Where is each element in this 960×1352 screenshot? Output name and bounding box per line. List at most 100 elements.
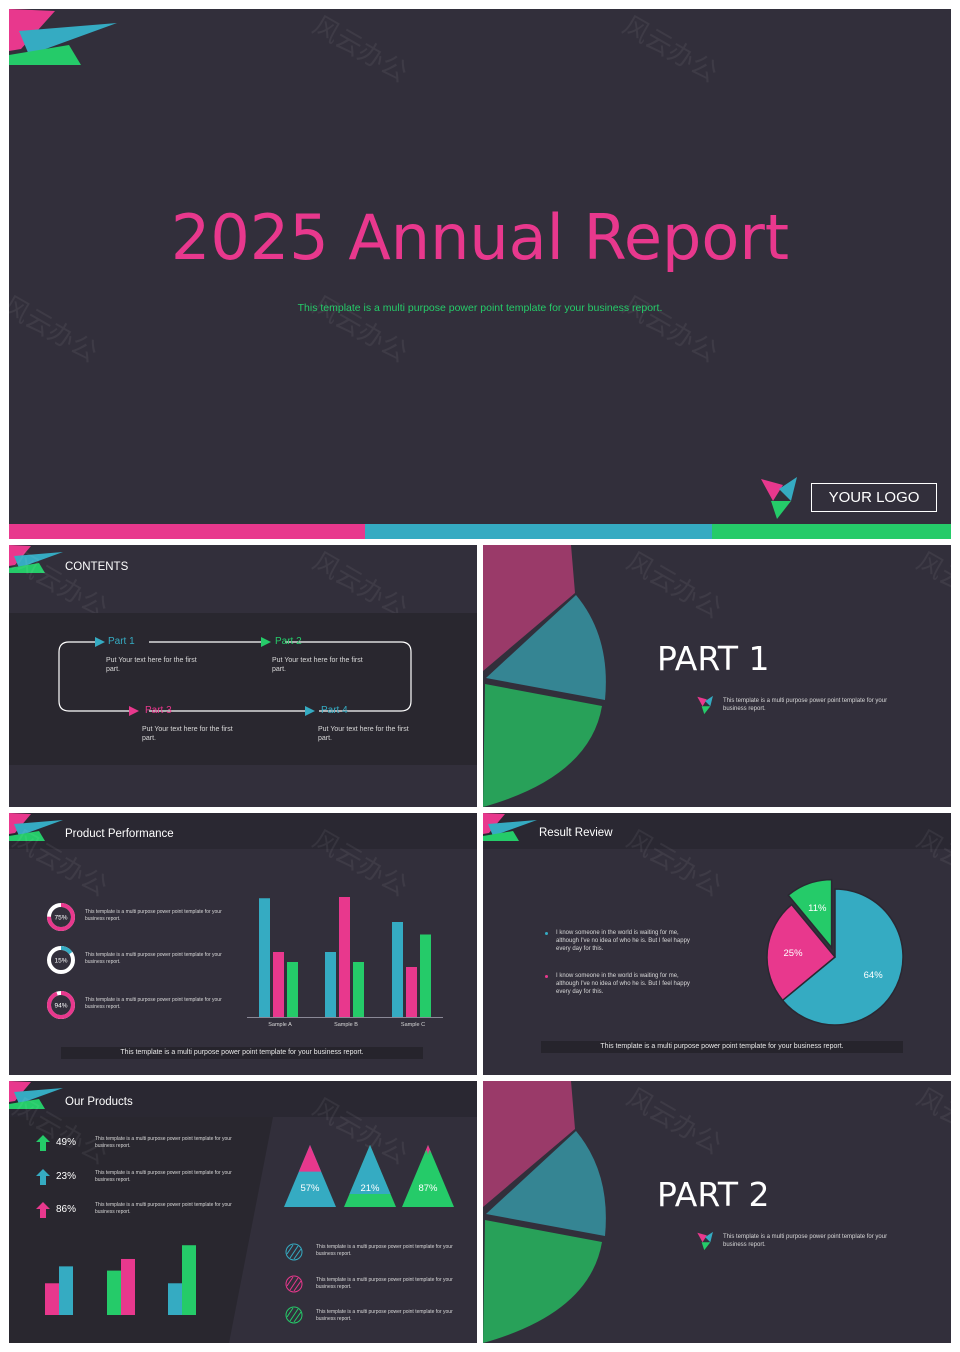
- progress-ring: 94%: [47, 991, 75, 1019]
- header-bar: [483, 813, 951, 849]
- header-bar: [9, 813, 477, 849]
- arrow-up-icon: [36, 1135, 50, 1151]
- part-title: PART 1: [657, 639, 770, 678]
- bar: [107, 1270, 121, 1315]
- flow-loop: [58, 637, 412, 716]
- part-1-label[interactable]: Part 1: [108, 636, 135, 647]
- stripe-teal: [365, 524, 712, 539]
- bar: [406, 967, 417, 1017]
- slide-title: Result Review: [539, 827, 613, 839]
- striped-circle-icon: [285, 1306, 303, 1324]
- slide-title: CONTENTS: [65, 561, 129, 573]
- corner-ribbon-logo: [9, 813, 63, 841]
- watermark: 风云办公: [307, 10, 413, 89]
- bar: [45, 1283, 59, 1315]
- bar-chart: Sample A Sample B Sample C: [247, 897, 443, 1028]
- part-4-label[interactable]: Part 4: [321, 705, 348, 716]
- logo-mark-icon: [697, 695, 713, 715]
- x-tick-label: Sample B: [334, 1022, 358, 1028]
- pie-slice: [766, 903, 837, 1002]
- triangle-value: 21%: [360, 1183, 380, 1194]
- bar: [59, 1266, 73, 1315]
- slide-title: Product Performance: [65, 828, 174, 840]
- contents-slide: 风云办公 风云办公 CONTENTS Part 1 Put Your text …: [9, 545, 477, 807]
- bar: [287, 962, 298, 1017]
- stat-value: 23%: [56, 1171, 77, 1182]
- stat-text: This template is a multi purpose power p…: [95, 1170, 232, 1183]
- stat-text: This template is a multi purpose power p…: [95, 1202, 232, 1215]
- header-bar: [9, 1081, 477, 1117]
- bullet-text: I know someone in the world is waiting f…: [556, 930, 690, 952]
- footer-note: This template is a multi purpose power p…: [61, 1047, 423, 1059]
- legend-text: This template is a multi purpose power p…: [316, 1244, 453, 1257]
- cover-slide: 风云办公 风云办公 风云办公 风云办公 风云办公 2025 Annual Rep…: [9, 9, 951, 539]
- triangle-indicator: 87%: [402, 1145, 454, 1207]
- part-title: PART 2: [657, 1175, 770, 1214]
- bar: [121, 1258, 135, 1315]
- corner-ribbon-logo: [9, 545, 63, 573]
- watermark: 风云办公: [911, 1082, 951, 1161]
- watermark: 风云办公: [621, 546, 727, 625]
- triangle-top: [349, 1145, 391, 1194]
- bar: [168, 1283, 182, 1315]
- pie-label: 11%: [808, 903, 827, 914]
- triangle-value: 57%: [300, 1183, 320, 1194]
- progress-ring: 75%: [47, 903, 75, 931]
- logo-placeholder[interactable]: YOUR LOGO: [811, 483, 937, 512]
- part-description: This template is a multi purpose power p…: [723, 698, 888, 712]
- bar: [392, 922, 403, 1017]
- ring-value: 75%: [54, 915, 67, 922]
- bar: [353, 962, 364, 1017]
- result-review-slide: 风云办公 风云办公 Result Review I know someone i…: [483, 813, 951, 1075]
- arrow-up-icon: [36, 1169, 50, 1185]
- left-panel: [9, 1117, 273, 1343]
- part-3-label[interactable]: Part 3: [145, 705, 172, 716]
- cover-subtitle: This template is a multi purpose power p…: [297, 302, 663, 314]
- x-tick-label: Sample C: [401, 1022, 425, 1028]
- bar: [273, 952, 284, 1017]
- mini-bar-chart: [45, 1245, 196, 1315]
- triangle-base: [402, 1145, 454, 1207]
- ring-value: 15%: [54, 958, 67, 965]
- cover-title: 2025 Annual Report: [170, 201, 790, 274]
- striped-circle-icon: [285, 1275, 303, 1293]
- slide-title: Our Products: [65, 1096, 133, 1108]
- triangle-top: [298, 1145, 322, 1172]
- watermark: 风云办公: [307, 290, 413, 369]
- ring-description: This template is a multi purpose power p…: [85, 952, 222, 965]
- part-3-text: Put Your text here for the first part.: [142, 726, 233, 742]
- part-description: This template is a multi purpose power p…: [723, 1234, 888, 1248]
- product-performance-slide: 风云办公 风云办公 Product Performance Sample A Sa…: [9, 813, 477, 1075]
- triangle-indicator: 21%: [344, 1145, 396, 1207]
- part-4-text: Put Your text here for the first part.: [318, 726, 409, 742]
- striped-circle-icon: [285, 1243, 303, 1261]
- watermark: 风云办公: [9, 290, 103, 369]
- bullet-dot: [545, 932, 548, 935]
- pie-chart: 64% 25% 11%: [766, 878, 904, 1026]
- logo-mark-icon: [697, 1231, 713, 1251]
- decorative-pie: [483, 545, 606, 807]
- x-tick-label: Sample A: [268, 1022, 292, 1028]
- part2-slide: 风云办公 风云办公 PART 2 This template is a mult…: [483, 1081, 951, 1343]
- stat-text: This template is a multi purpose power p…: [95, 1136, 232, 1149]
- decorative-pie: [483, 1081, 606, 1343]
- triangle-value: 87%: [418, 1183, 438, 1194]
- pie-slice: [781, 888, 904, 1026]
- arrow-up-icon: [36, 1202, 50, 1218]
- corner-ribbon-logo: [9, 1081, 63, 1109]
- ring-fill: [47, 903, 75, 931]
- part1-slide: 风云办公 风云办公 PART 1 This template is a mult…: [483, 545, 951, 807]
- watermark: 风云办公: [617, 290, 723, 369]
- pie-slice: [787, 878, 833, 950]
- pie-label: 64%: [864, 970, 884, 981]
- logo-mark-icon: [761, 477, 797, 519]
- part-2-label[interactable]: Part 2: [275, 636, 302, 647]
- watermark: 风云办公: [911, 546, 951, 625]
- triangle-base: [284, 1145, 336, 1207]
- bar: [259, 898, 270, 1017]
- stat-value: 49%: [56, 1137, 77, 1148]
- bullet-dot: [545, 975, 548, 978]
- our-products-slide: 风云办公 风云办公 Our Products 49% This template…: [9, 1081, 477, 1343]
- corner-ribbon-logo: [483, 813, 537, 841]
- stripe-green: [712, 524, 951, 539]
